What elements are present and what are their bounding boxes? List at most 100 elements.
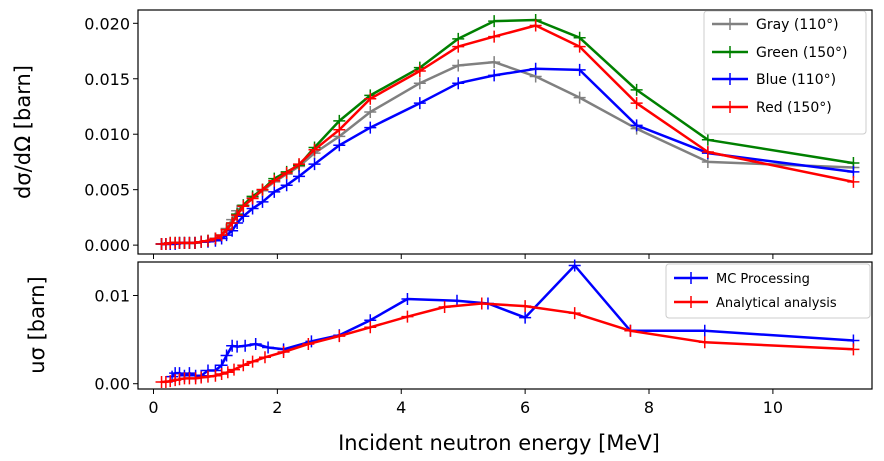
legend-red-marker (724, 101, 736, 113)
bottom-series-0-point (220, 349, 233, 362)
bottom-series-1-point (847, 343, 860, 356)
top-legend-entry-blue: Blue (110°) (712, 72, 836, 88)
bottom-series-1-point (258, 351, 271, 364)
bottom-series-1-point (215, 368, 228, 381)
top-series-2-point (573, 63, 586, 76)
bottom-xtick-label: 10 (763, 398, 783, 417)
bottom-axes-frame (137, 261, 873, 390)
top-legend-frame (703, 10, 867, 135)
bottom-series-1-point (475, 297, 488, 310)
top-series-0-point (488, 56, 501, 69)
bottom-legend-entry-mc: MC Processing (674, 272, 810, 287)
top-series-1-point (630, 83, 643, 96)
top-series-2-point (630, 119, 643, 132)
top-legend-entry-red: Red (150°) (712, 100, 832, 116)
top-series-2-point (364, 121, 377, 134)
top-series-2-point (280, 179, 293, 192)
top-series-0-point (413, 77, 426, 90)
top-y-axis-title: dσ/dΩ [barn] (11, 65, 35, 199)
top-legend-entry-green: Green (150°) (712, 45, 848, 61)
bottom-xtick-label: 6 (520, 398, 530, 417)
bottom-series-1-point (438, 300, 451, 313)
bottom-series-1-point (277, 345, 290, 358)
legend-blue-marker (724, 73, 736, 85)
top-ytick-label: 0.010 (84, 125, 130, 144)
top-series-3-point (215, 229, 228, 242)
top-series-1-point (701, 133, 714, 146)
bottom-series-0-point (698, 324, 711, 337)
top-series-3-point (701, 145, 714, 158)
legend-green-label: Green (150°) (756, 45, 848, 61)
top-series-3-point (488, 30, 501, 43)
legend-analytical-marker (685, 296, 697, 308)
top-series-3-point (246, 192, 259, 205)
bottom-series-0-point (568, 259, 581, 272)
top-y-ticks: 0.000 0.005 0.010 0.015 0.020 (84, 14, 138, 255)
top-series-3-point (529, 19, 542, 32)
top-series-2-point (308, 158, 321, 171)
bottom-series (155, 259, 860, 388)
bottom-series-1-point (237, 359, 250, 372)
top-series-3-point (573, 40, 586, 53)
legend-analytical-label: Analytical analysis (716, 296, 837, 311)
bottom-series-1-point (401, 310, 414, 323)
top-series-2-point (452, 77, 465, 90)
top-series-3-point (195, 235, 208, 248)
top-plot-area (137, 9, 873, 255)
top-legend: Gray (110°) Green (150°) Blue (110°) Red… (703, 10, 867, 135)
top-series-3-point (308, 143, 321, 156)
bottom-xtick-label: 2 (272, 398, 282, 417)
x-axis-title: Incident neutron energy [MeV] (338, 431, 660, 455)
top-series-2-point (529, 62, 542, 75)
top-series-3-point (280, 167, 293, 180)
bottom-series-0-point (262, 341, 275, 354)
bottom-series-0-point (239, 339, 252, 352)
bottom-legend-entry-analytical: Analytical analysis (674, 296, 837, 311)
bottom-xtick-label: 8 (644, 398, 654, 417)
top-series-2-point (256, 195, 269, 208)
bottom-xtick-label: 0 (148, 398, 158, 417)
bottom-y-axis-title: uσ [barn] (25, 276, 49, 373)
bottom-series-0-point (401, 293, 414, 306)
bottom-series-line-0 (171, 264, 854, 378)
top-x-ticks (152, 254, 774, 259)
bottom-ytick-label: 0.01 (94, 287, 130, 306)
top-series-3-point (413, 65, 426, 77)
legend-gray-label: Gray (110°) (756, 17, 839, 33)
bottom-series-1-point (209, 369, 222, 382)
bottom-series-1-point (195, 371, 208, 384)
top-panel: 0.000 0.005 0.010 0.015 0.020 dσ/dΩ [barn] G… (11, 9, 873, 259)
bottom-series-0-point (226, 339, 239, 352)
top-ytick-label: 0.005 (84, 181, 130, 200)
top-series-3-point (188, 236, 201, 249)
top-series-3-point (256, 183, 269, 196)
legend-gray-marker (724, 18, 736, 30)
bottom-series-1-point (698, 336, 711, 349)
top-series-3-point (209, 232, 222, 245)
bottom-y-ticks: 0.00 0.01 (94, 287, 138, 394)
top-series-2-point (268, 185, 281, 198)
top-series-2-point (413, 97, 426, 110)
legend-mc-marker (685, 272, 697, 284)
top-series-2-point (293, 170, 306, 183)
bottom-series-1-point (302, 338, 315, 351)
bottom-series-1-point (246, 355, 259, 368)
legend-blue-label: Blue (110°) (756, 72, 836, 88)
bottom-x-ticks: 0 2 4 6 8 10 (148, 389, 783, 417)
bottom-series-1-point (519, 300, 532, 313)
legend-green-marker (724, 46, 736, 58)
bottom-ytick-label: 0.00 (94, 375, 130, 394)
legend-red-label: Red (150°) (756, 100, 832, 116)
bottom-series-1-point (333, 330, 346, 343)
bottom-series-1-point (201, 370, 214, 383)
bottom-legend-frame (665, 263, 871, 319)
top-series-3-point (201, 234, 214, 247)
top-series-3-point (333, 123, 346, 136)
bottom-series-0-point (519, 311, 532, 324)
top-series-3-point (452, 40, 465, 53)
bottom-series-1-point (228, 363, 241, 376)
bottom-series-0-point (249, 338, 262, 351)
top-series-3-point (364, 92, 377, 105)
bottom-series-0-point (231, 340, 244, 353)
